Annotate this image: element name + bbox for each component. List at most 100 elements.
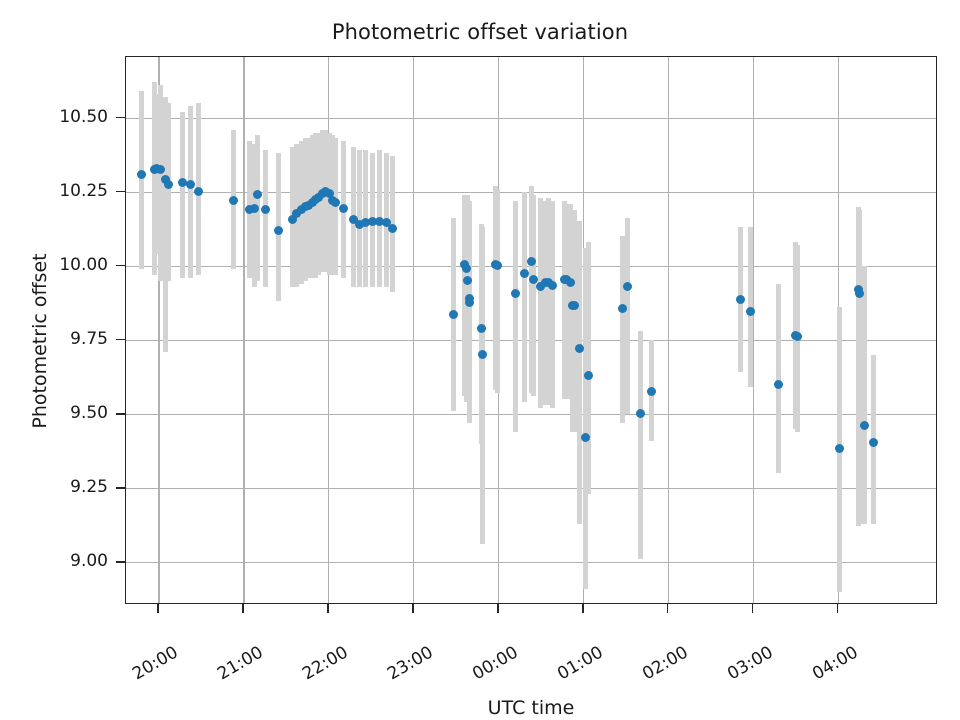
data-point	[292, 209, 302, 219]
data-point	[547, 280, 557, 290]
x-tick-label-text: 02:00	[639, 642, 692, 685]
data-point	[792, 332, 802, 342]
errorbar	[316, 132, 322, 275]
data-point	[388, 224, 398, 234]
x-tick-mark	[666, 604, 669, 613]
x-tick-mark	[836, 604, 839, 613]
errorbar	[564, 203, 570, 400]
x-tick-label-text: 22:00	[299, 642, 352, 685]
x-tick-mark	[157, 604, 159, 613]
y-tick-mark	[116, 412, 125, 415]
data-point	[510, 289, 520, 299]
data-point	[382, 218, 392, 228]
data-point	[260, 205, 270, 215]
x-tick-label: 20:00	[129, 618, 224, 685]
errorbar	[638, 331, 644, 560]
data-point	[228, 196, 238, 206]
gridline-vertical	[752, 57, 755, 603]
y-tick-mark	[116, 264, 125, 267]
plot-area	[125, 56, 937, 604]
data-point	[136, 169, 146, 179]
data-point	[374, 216, 384, 226]
data-point	[623, 282, 633, 292]
errorbar	[531, 194, 537, 397]
data-point	[535, 282, 545, 292]
data-point	[449, 310, 459, 320]
data-point	[859, 421, 869, 431]
data-point	[253, 190, 263, 200]
gridline-vertical	[243, 57, 245, 603]
errorbar	[561, 200, 567, 400]
x-axis-label: UTC time	[487, 697, 575, 719]
errorbar	[154, 94, 160, 254]
x-tick-mark	[327, 604, 329, 613]
x-tick-label-text: 00:00	[469, 642, 522, 685]
errorbar	[577, 221, 583, 524]
x-tick-label-text: 03:00	[723, 642, 777, 685]
data-point	[314, 193, 324, 203]
errorbar	[571, 209, 577, 432]
errorbar	[480, 227, 486, 545]
data-point	[773, 379, 783, 389]
y-tick-label: 10.50	[59, 106, 108, 127]
errorbar	[521, 191, 527, 403]
errorbar	[583, 248, 588, 589]
x-tick-mark	[751, 604, 754, 613]
data-point	[636, 409, 646, 419]
errorbar	[543, 200, 549, 406]
data-point	[583, 370, 593, 380]
errorbar	[549, 200, 555, 408]
data-point	[338, 203, 348, 213]
gridline-vertical	[328, 57, 330, 603]
data-point	[647, 387, 657, 397]
data-point	[274, 225, 284, 235]
data-point	[618, 304, 628, 314]
data-point	[569, 301, 579, 311]
x-tick-label: 00:00	[469, 618, 564, 685]
errorbar	[528, 185, 534, 394]
x-tick-label-text: 21:00	[214, 642, 267, 685]
data-point	[156, 165, 166, 175]
errorbar	[494, 188, 500, 394]
data-point	[324, 188, 334, 198]
data-point	[745, 307, 755, 317]
data-point	[854, 289, 864, 299]
x-tick-mark	[497, 604, 499, 613]
x-tick-label: 21:00	[214, 618, 309, 685]
data-point	[476, 323, 486, 333]
data-point	[186, 179, 196, 189]
errorbar	[138, 91, 144, 269]
y-tick-mark	[116, 116, 125, 119]
data-point	[492, 261, 502, 271]
errorbar	[512, 200, 518, 432]
y-tick-mark	[116, 561, 125, 563]
errorbar	[251, 144, 257, 287]
data-point	[462, 264, 472, 274]
data-point	[331, 197, 341, 207]
y-tick-label: 9.00	[70, 551, 108, 572]
page-title: Photometric offset variation	[331, 20, 629, 44]
data-point	[529, 274, 539, 284]
data-point	[287, 215, 297, 225]
data-point	[244, 205, 254, 215]
data-point	[462, 276, 472, 286]
x-tick-label-text: 04:00	[808, 642, 862, 685]
data-point	[177, 178, 187, 188]
errorbar	[165, 102, 171, 281]
data-point	[526, 256, 536, 266]
x-tick-label: 23:00	[384, 618, 479, 685]
data-point	[565, 277, 575, 287]
gridline-horizontal	[126, 413, 936, 416]
x-tick-label-text: 01:00	[554, 642, 607, 685]
x-tick-label: 22:00	[299, 618, 394, 685]
data-point	[834, 443, 844, 453]
errorbar	[537, 197, 543, 408]
data-point	[361, 218, 371, 228]
y-tick-mark	[116, 190, 125, 193]
errorbar	[856, 209, 862, 524]
errorbar	[775, 283, 781, 474]
data-point	[193, 187, 203, 197]
errorbar	[625, 218, 631, 414]
y-tick-label: 9.25	[70, 476, 108, 497]
data-point	[735, 295, 745, 305]
